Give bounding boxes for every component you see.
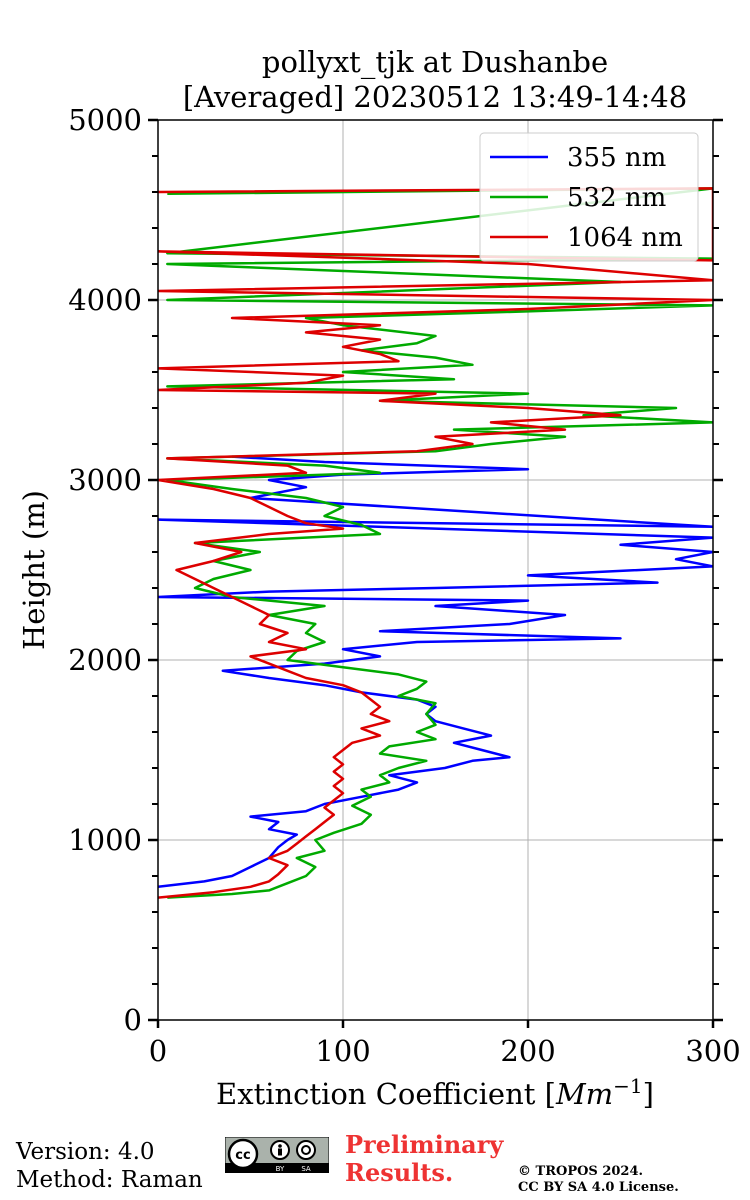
chart-title: pollyxt_tjk at Dushanbe	[262, 45, 608, 80]
axes-frame	[157, 119, 714, 1021]
y-tick-label: 5000	[68, 103, 142, 137]
x-tick-label: 300	[685, 1034, 740, 1068]
preliminary-line-2: Results.	[345, 1158, 454, 1187]
preliminary-line-1: Preliminary	[345, 1130, 504, 1159]
legend: 355 nm 532 nm 1064 nm	[479, 132, 699, 262]
y-tick-label: 3000	[68, 463, 142, 497]
x-tick-label: 200	[500, 1034, 555, 1068]
extinction-profile-chart: pollyxt_tjk at Dushanbe [Averaged] 20230…	[17, 45, 741, 1111]
y-tick-label: 4000	[68, 283, 142, 317]
cc-icon	[227, 1138, 259, 1170]
legend-box	[479, 132, 699, 262]
y-tick-label: 0	[124, 1003, 142, 1037]
share-alike-icon	[296, 1140, 316, 1160]
x-tick-label: 0	[149, 1034, 167, 1068]
method-text: Method: Raman	[16, 1167, 203, 1193]
footer-info: Version: 4.0 Method: Raman	[16, 1138, 203, 1194]
series-line-355-nm	[158, 455, 713, 889]
preliminary-notice: Preliminary Results.	[345, 1131, 503, 1187]
legend-label: 532 nm	[567, 183, 666, 213]
y-axis-label: Height (m)	[17, 490, 51, 650]
cc-by-sa-license-badge: cc BY SA	[224, 1136, 330, 1174]
copyright-notice: © TROPOS 2024. CC BY SA 4.0 License.	[518, 1164, 679, 1196]
copyright-line-2: CC BY SA 4.0 License.	[518, 1180, 679, 1195]
series-line-532-nm	[166, 187, 713, 899]
series-line-1064-nm	[158, 187, 713, 899]
plot-area	[158, 187, 713, 899]
x-tick-label: 100	[315, 1034, 370, 1068]
chart-subtitle: [Averaged] 20230512 13:49-14:48	[183, 80, 687, 114]
svg-text:BY: BY	[276, 1165, 285, 1173]
y-tick-label: 2000	[68, 643, 142, 677]
svg-text:cc: cc	[235, 1148, 250, 1163]
version-text: Version: 4.0	[16, 1139, 155, 1165]
legend-label: 355 nm	[567, 143, 666, 173]
x-axis-label: Extinction Coefficient [Mm−1]	[216, 1074, 654, 1111]
y-tick-label: 1000	[68, 823, 142, 857]
legend-label: 1064 nm	[567, 223, 683, 253]
svg-text:SA: SA	[301, 1165, 311, 1173]
copyright-line-1: © TROPOS 2024.	[518, 1164, 644, 1179]
